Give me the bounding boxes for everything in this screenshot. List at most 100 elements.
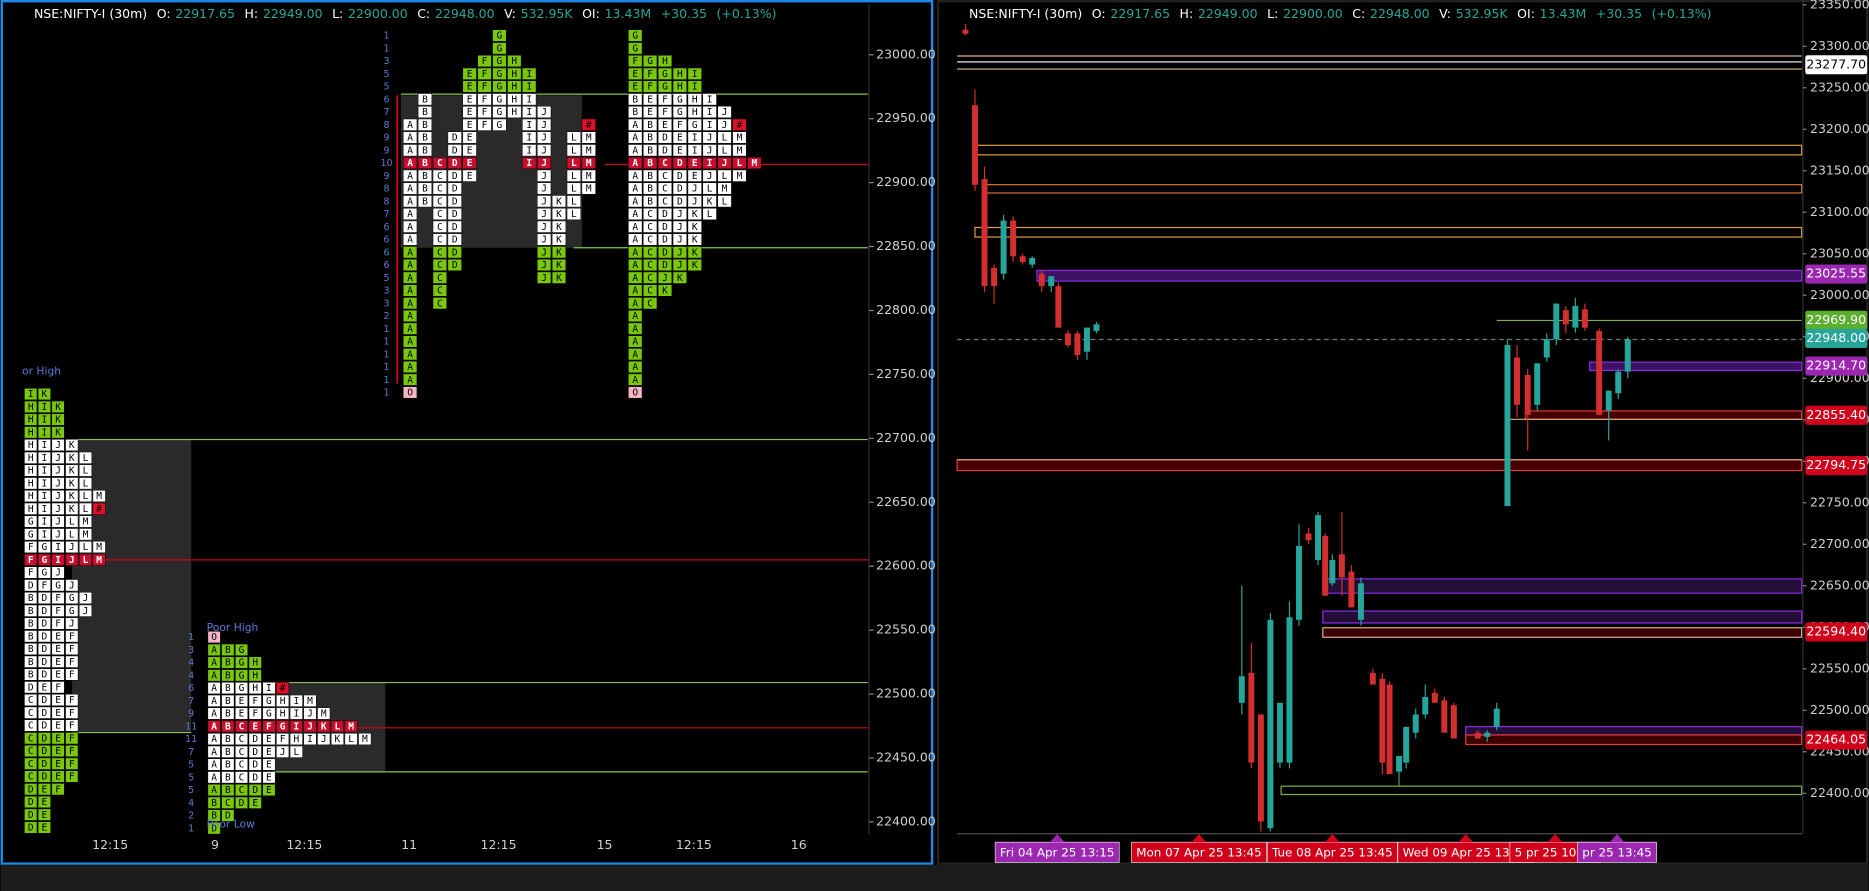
tpo-cell — [37, 795, 51, 808]
tpo-cell — [65, 515, 79, 528]
tpo-cell — [477, 55, 492, 68]
tpo-row: G — [407, 31, 502, 42]
tpo-cell — [78, 502, 92, 515]
tpo-cell — [235, 669, 249, 682]
tpo-cell — [672, 169, 687, 182]
tpo-cell — [207, 707, 221, 720]
tpo-cell — [687, 195, 702, 208]
tpo-count: 11 — [185, 721, 197, 732]
tpo-count: 1 — [384, 31, 390, 42]
tpo-cell — [24, 808, 38, 821]
candle-body — [1029, 257, 1036, 265]
candle-body — [1441, 700, 1448, 733]
date-tag-label: Mon 07 Apr 25 13:45 — [1136, 845, 1261, 859]
tpo-cell — [248, 669, 262, 682]
tpo-count: 1 — [384, 362, 390, 373]
tpo-cell — [566, 169, 581, 182]
tpo-cell — [432, 297, 447, 310]
tpo-cell — [657, 131, 673, 144]
price-tag — [1805, 328, 1868, 348]
tpo-cell — [537, 106, 552, 119]
y-tick-label: 22900.00 — [876, 174, 936, 189]
tpo-cell — [37, 541, 51, 554]
tpo-row: HIK — [28, 415, 61, 426]
tpo-cell — [24, 732, 38, 745]
tpo-cell — [672, 182, 687, 195]
tpo-cell — [207, 694, 221, 707]
tpo-count: 9 — [384, 145, 390, 156]
tpo-cell — [344, 720, 358, 733]
tpo-cell — [687, 233, 702, 246]
tpo-cell — [657, 144, 673, 157]
y-tick-label: 22550.00 — [876, 622, 936, 637]
tpo-cell — [687, 131, 702, 144]
zone — [1322, 610, 1803, 624]
tpo-cell — [24, 528, 38, 541]
tpo-cell — [507, 67, 522, 80]
tpo-cell — [417, 195, 433, 208]
header-item: 22949.00 — [263, 6, 323, 21]
tpo-cell — [51, 426, 65, 439]
tpo-cell — [317, 707, 331, 720]
tpo-cell — [78, 553, 92, 566]
tpo-cell — [537, 195, 552, 208]
tpo-cell — [447, 131, 462, 144]
header-item: (+0.13%) — [1652, 6, 1712, 21]
tpo-row: A — [632, 324, 638, 335]
date-marker — [1325, 833, 1340, 843]
tpo-count: 2 — [188, 811, 194, 822]
header-item: V: — [1439, 6, 1451, 21]
tpo-cell — [402, 182, 418, 195]
tpo-cell — [717, 118, 732, 131]
candle-body — [1055, 286, 1062, 328]
tpo-cell — [289, 733, 303, 746]
tpo-cell — [37, 706, 51, 719]
tpo-cell — [566, 144, 581, 157]
tpo-cell — [551, 207, 567, 221]
tpo-cell — [65, 706, 79, 719]
candle-body — [1534, 363, 1541, 405]
candle-body — [1553, 303, 1560, 340]
tpo-cell — [303, 694, 317, 707]
date-marker — [1547, 833, 1563, 843]
tpo-cell — [330, 733, 344, 746]
tpo-cell — [51, 732, 65, 745]
tpo-cell — [417, 93, 433, 106]
tpo-cell — [24, 579, 38, 592]
tpo-cell — [221, 669, 235, 682]
tpo-row: ABCDJLM — [632, 184, 727, 195]
tpo-cell — [657, 220, 673, 233]
tpo-cell — [37, 808, 51, 821]
candle-body — [1504, 345, 1511, 507]
tpo-cell — [402, 297, 418, 310]
tpo-cell — [702, 93, 717, 106]
candle-body — [1543, 339, 1550, 358]
tpo-cell — [276, 733, 290, 746]
tpo-cell — [24, 744, 38, 757]
tpo-cell — [747, 156, 762, 170]
candle-body — [1010, 220, 1017, 257]
tpo-row: ABCDJKL — [632, 196, 727, 207]
tpo-cell — [402, 348, 418, 361]
tpo-cell — [432, 169, 447, 182]
tpo-cell — [657, 156, 673, 170]
date-marker — [1050, 833, 1065, 843]
tpo-count: 4 — [188, 658, 194, 669]
tpo-cell — [628, 156, 643, 170]
tpo-cell — [537, 169, 552, 182]
tpo-cell — [402, 207, 418, 221]
tpo-cell — [628, 258, 643, 271]
tpo-cell — [92, 553, 106, 566]
tpo-cell — [207, 758, 221, 771]
tpo-cell — [24, 668, 38, 681]
tpo-cell — [317, 720, 331, 733]
header-item: NSE:NIFTY-I (30m) — [34, 6, 147, 21]
tpo-cell — [537, 258, 552, 271]
tpo-cell — [643, 297, 658, 310]
tpo-cell — [24, 681, 38, 694]
tpo-cell — [24, 566, 38, 579]
tpo-cell — [221, 682, 235, 695]
y-tick-label: 23250.00 — [1810, 79, 1869, 94]
candle-body — [1422, 696, 1429, 715]
